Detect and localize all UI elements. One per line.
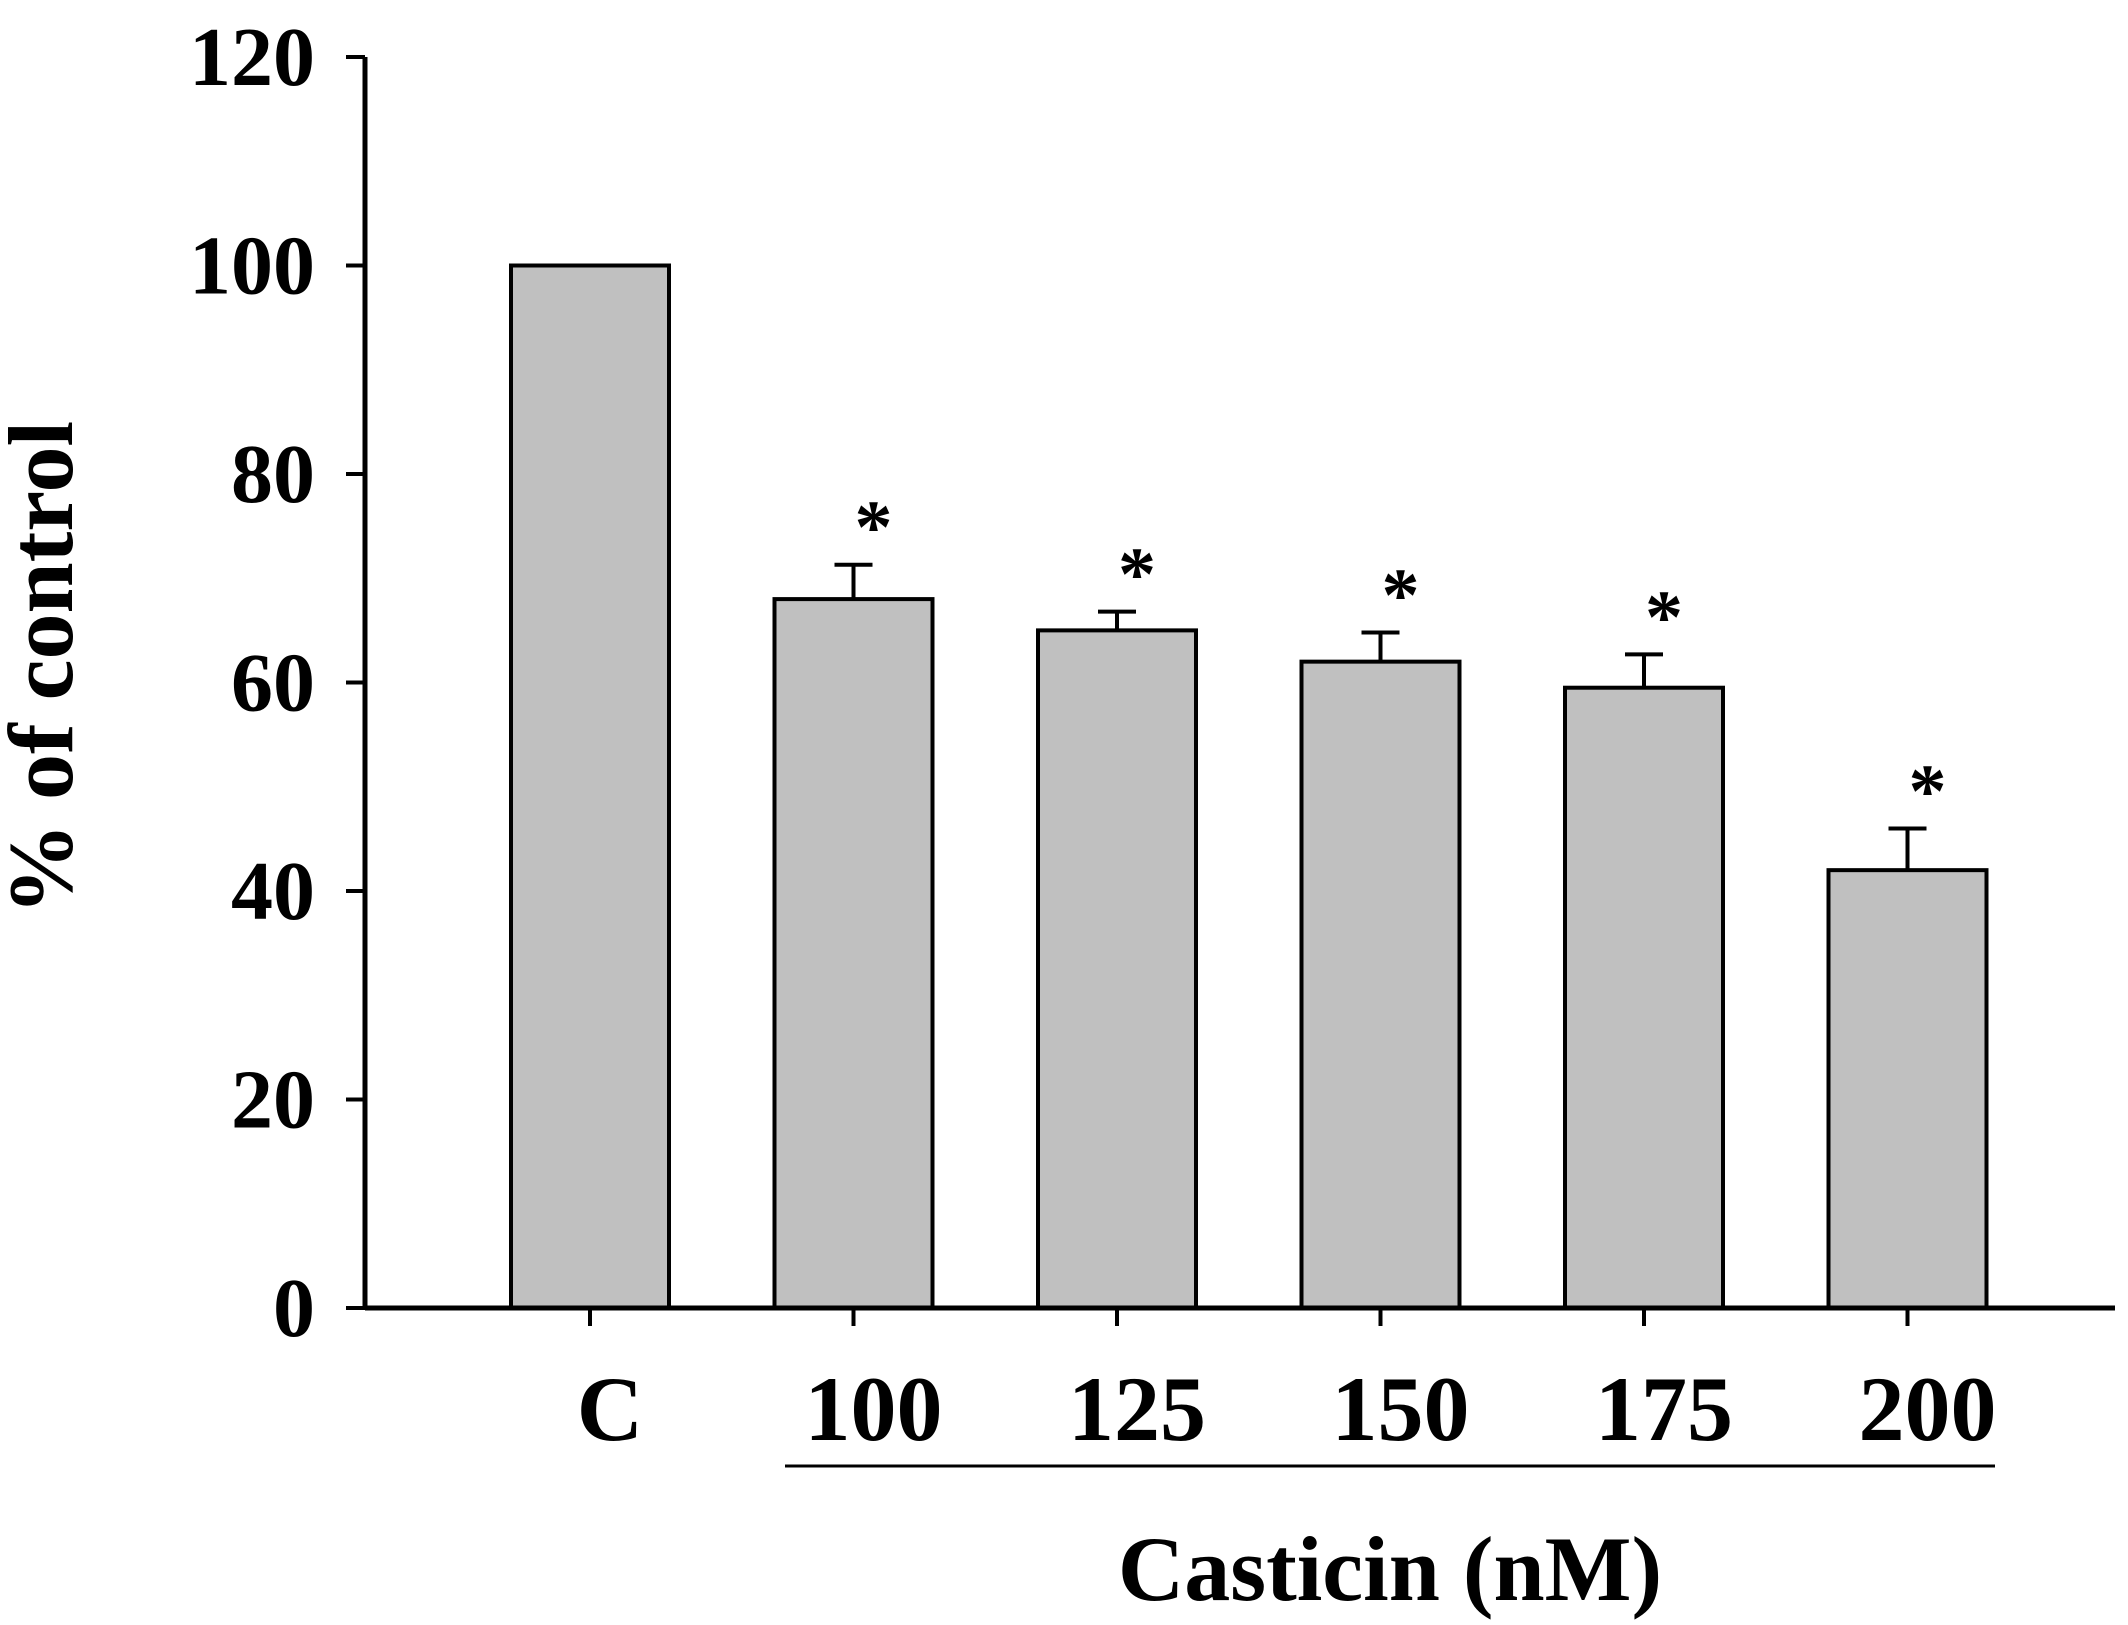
x-tick-label-C: C [577,1358,643,1460]
bar-C [509,263,671,1310]
x-tick-label-125: 125 [1068,1358,1206,1460]
y-tick-label-40: 40 [231,845,315,938]
x-tick-label-175: 175 [1595,1358,1733,1460]
y-tick-label-80: 80 [231,428,315,521]
y-tick-label-120: 120 [189,11,315,104]
x-tick-label-200: 200 [1859,1358,1997,1460]
bar-100 [772,597,935,1310]
significance-star-100: * [855,486,893,570]
significance-star-150: * [1382,553,1420,637]
y-axis-title: % of control [0,421,92,915]
x-tick-label-100: 100 [805,1358,943,1460]
bar-125 [1036,628,1198,1310]
y-tick-label-20: 20 [231,1054,315,1147]
labels-layer: C * 100 * 125 * 150 * 175 * 200 0 20 40 60 80 100 120 [189,11,1997,1460]
bar-175 [1563,685,1725,1310]
bars-layer [509,263,1989,1311]
bar-150 [1299,659,1462,1310]
significance-star-200: * [1909,749,1947,833]
group-label: Casticin (nM) [1118,1518,1662,1620]
bar-200 [1826,868,1989,1311]
significance-star-175: * [1645,575,1683,659]
x-tick-label-150: 150 [1332,1358,1470,1460]
y-tick-label-60: 60 [231,637,315,730]
y-tick-label-100: 100 [189,220,315,313]
axes-layer [346,55,2115,1326]
y-tick-label-0: 0 [273,1262,315,1355]
significance-star-125: * [1118,533,1156,617]
